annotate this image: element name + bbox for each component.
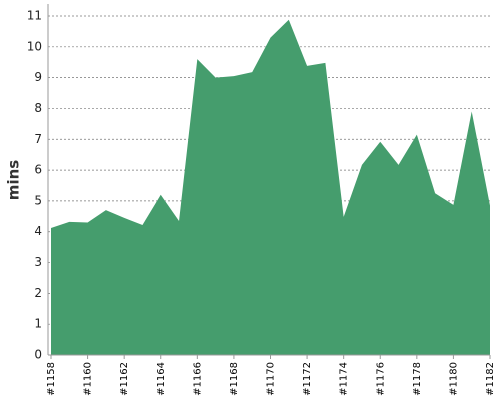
y-tick-label: 7: [34, 132, 42, 146]
x-tick-label: #1166: [192, 362, 203, 396]
x-tick-label: #1178: [412, 362, 423, 396]
y-tick-label: 10: [27, 39, 42, 53]
y-tick-label: 4: [34, 224, 42, 238]
x-tick-label: #1172: [302, 362, 313, 396]
x-tick-label: #1180: [448, 362, 459, 396]
y-tick-label: 5: [34, 193, 42, 207]
x-tick-label: #1162: [119, 362, 130, 396]
y-tick-label: 2: [34, 286, 42, 300]
x-tick-label: #1182: [485, 362, 496, 396]
y-tick-label: 3: [34, 255, 42, 269]
x-tick-label: #1164: [156, 362, 167, 396]
y-tick-label: 1: [34, 317, 42, 331]
x-tick-label: #1170: [266, 362, 277, 396]
y-tick-label: 11: [27, 9, 42, 23]
x-tick-label: #1160: [83, 362, 94, 396]
x-tick-label: #1176: [375, 362, 386, 396]
y-axis-label: mins: [5, 160, 23, 200]
x-tick-label: #1168: [229, 362, 240, 396]
area: [51, 19, 490, 355]
x-tick-label: #1158: [46, 362, 57, 396]
x-tick-label: #1174: [339, 362, 350, 396]
y-tick-label: 9: [34, 70, 42, 84]
y-tick-label: 0: [34, 348, 42, 362]
y-tick-label: 8: [34, 101, 42, 115]
y-tick-label: 6: [34, 163, 42, 177]
